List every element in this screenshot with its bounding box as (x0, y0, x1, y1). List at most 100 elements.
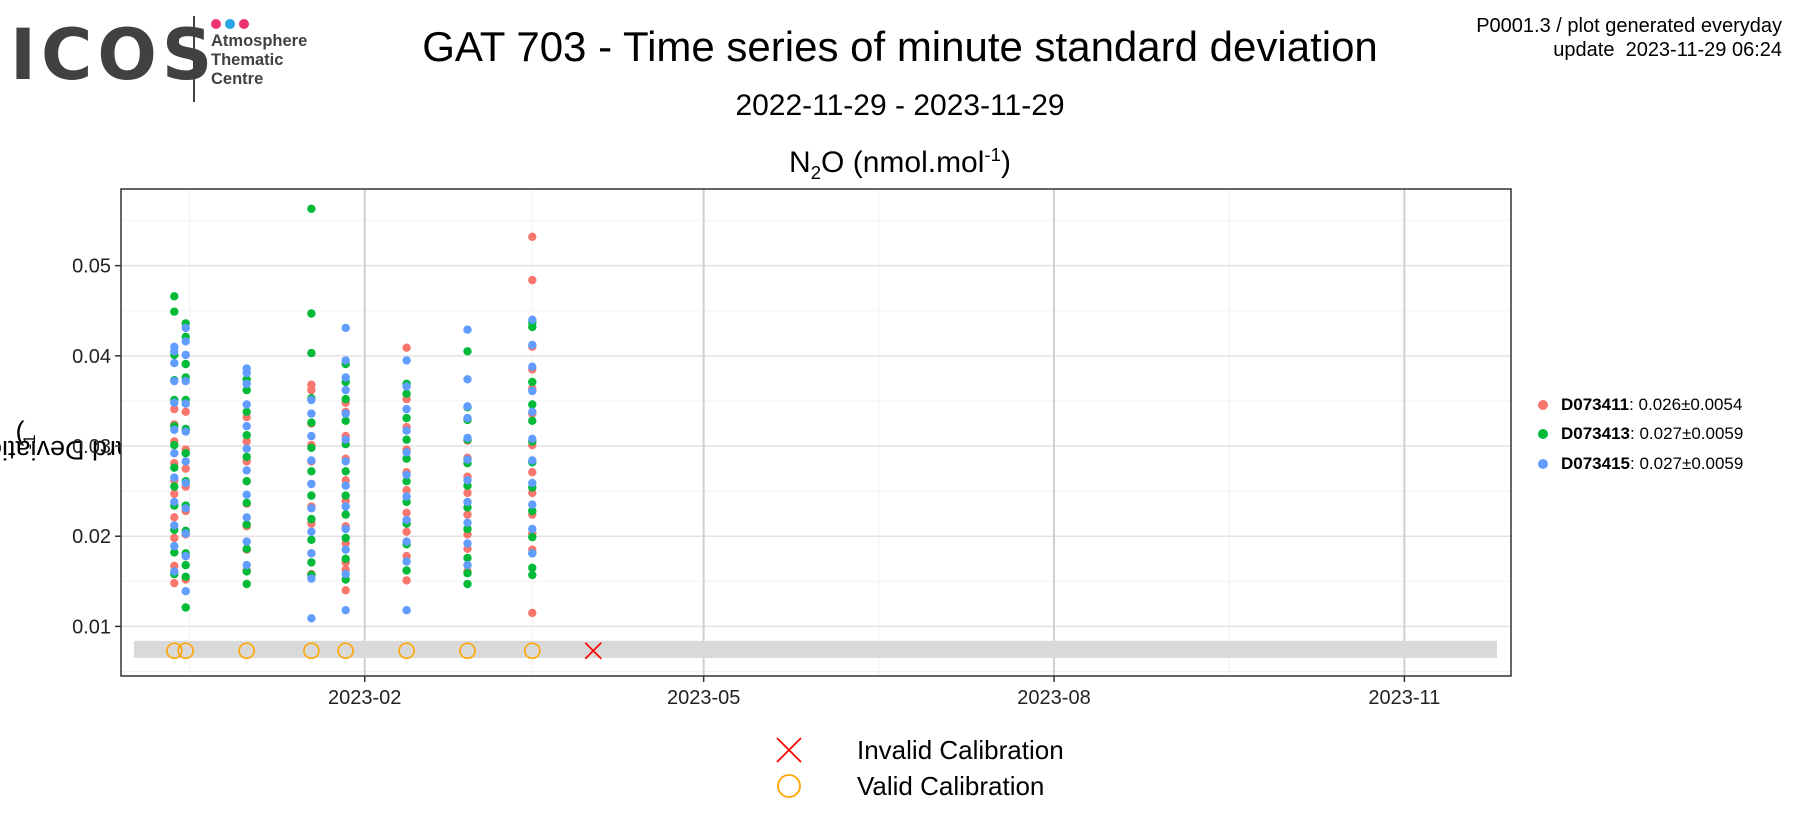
data-point-d073415 (402, 492, 411, 501)
data-point-d073411 (528, 468, 537, 477)
data-point-d073415 (463, 413, 472, 423)
data-point-d073411 (341, 586, 350, 595)
calibration-legend: Invalid Calibration Valid Calibration (775, 732, 1064, 804)
y-tick-label: 0.01 (72, 616, 111, 638)
legend-item-d073415: D073415: 0.027±0.0059 (1538, 449, 1743, 479)
data-point-d073413 (242, 498, 251, 507)
data-point-d073413 (170, 292, 179, 301)
update-timestamp: update 2023-11-29 06:24 (1553, 39, 1782, 61)
data-point-d073413 (181, 572, 190, 581)
logo-line-3: Centre (211, 70, 264, 88)
logo-line-1: Atmosphere (211, 32, 308, 50)
data-point-d073415 (181, 337, 190, 346)
data-point-d073415 (181, 478, 190, 488)
logo-divider (193, 16, 195, 102)
data-point-d073415 (402, 404, 411, 414)
data-point-d073415 (307, 409, 316, 418)
data-point-d073413 (528, 506, 537, 516)
valid-calibration-icon (775, 768, 845, 804)
data-point-d073415 (242, 537, 251, 546)
data-point-d073413 (341, 491, 350, 500)
data-point-d073415 (242, 490, 251, 499)
data-point-d073413 (181, 603, 190, 612)
legend-series-name: D073413 (1561, 424, 1631, 444)
data-point-d073415 (242, 422, 251, 431)
data-point-d073413 (181, 359, 190, 369)
data-point-d073415 (181, 427, 190, 436)
invalid-calibration-icon (775, 732, 845, 768)
icos-logo: ICOS Atmosphere Thematic Centre (10, 14, 340, 104)
data-point-d073413 (528, 400, 537, 409)
data-point-d073415 (528, 315, 537, 324)
data-point-d073415 (402, 606, 411, 615)
data-point-d073411 (402, 576, 411, 585)
legend-series-name: D073415 (1561, 453, 1631, 473)
y-tick-label: 0.04 (72, 346, 111, 368)
data-point-d073415 (528, 478, 537, 488)
plot-info: P0001.3 / plot generated everyday update… (1476, 14, 1782, 62)
x-tick-label: 2023-02 (328, 687, 401, 709)
series-legend: D073411: 0.026±0.0054 D073413: 0.027±0.0… (1538, 390, 1743, 479)
data-point-d073413 (307, 309, 316, 318)
data-point-d073415 (242, 560, 251, 570)
data-point-d073415 (402, 356, 411, 365)
data-point-d073415 (341, 606, 350, 615)
data-point-d073413 (341, 467, 350, 476)
data-point-d073415 (307, 614, 316, 623)
data-point-d073415 (170, 449, 179, 458)
data-point-d073415 (341, 356, 350, 365)
valid-calibration-marker (398, 642, 415, 660)
invalid-calibration-marker (584, 642, 602, 660)
data-point-d073411 (181, 407, 190, 416)
legend-marker-d073411 (1538, 399, 1548, 410)
data-point-d073415 (307, 431, 316, 441)
valid-calibration-marker (523, 642, 541, 660)
data-point-d073415 (181, 457, 190, 466)
legend-marker-d073415 (1538, 458, 1548, 469)
valid-calibration-marker (337, 642, 354, 660)
valid-calibration-marker (238, 642, 255, 660)
data-point-d073413 (170, 463, 179, 472)
data-point-d073415 (242, 444, 251, 453)
data-point-d073411 (170, 489, 179, 498)
data-point-d073413 (528, 563, 537, 572)
data-point-d073415 (463, 375, 472, 384)
data-point-d073415 (307, 456, 316, 465)
data-point-d073411 (463, 510, 472, 519)
data-point-d073415 (528, 340, 537, 350)
data-point-d073415 (170, 473, 179, 482)
logo-subtitle: Atmosphere Thematic Centre (211, 32, 307, 89)
data-point-d073413 (242, 544, 251, 553)
data-point-d073415 (242, 364, 251, 373)
plot-border (120, 188, 1512, 677)
data-point-d073415 (402, 537, 411, 546)
data-point-d073415 (170, 541, 179, 551)
data-point-d073415 (170, 398, 179, 407)
data-point-d073415 (463, 325, 472, 334)
data-point-d073413 (463, 579, 472, 589)
data-point-d073411 (170, 513, 179, 522)
page-title: GAT 703 - Time series of minute standard… (422, 23, 1378, 70)
chart-title: N2O (nmol.mol-1) (0, 137, 1800, 191)
legend-item-valid-calibration: Valid Calibration (775, 768, 1064, 804)
data-point-d073415 (242, 513, 251, 522)
data-point-d073415 (170, 497, 179, 507)
data-point-d073415 (463, 539, 472, 548)
data-point-d073415 (307, 574, 316, 583)
legend-series-stat: : 0.027±0.0059 (1630, 424, 1744, 444)
data-point-d073415 (242, 466, 251, 475)
logo-dot-1 (211, 19, 221, 29)
data-point-d073415 (341, 502, 350, 511)
product-label: P0001.3 / plot generated everyday (1476, 15, 1782, 37)
chart-title-unit: O (nmol.mol (821, 146, 985, 179)
data-point-d073415 (341, 323, 350, 333)
data-point-d073413 (341, 533, 350, 543)
data-point-d073413 (242, 431, 251, 440)
data-point-d073413 (307, 348, 316, 358)
data-point-d073411 (528, 608, 537, 618)
data-point-d073415 (170, 567, 179, 576)
invalid-calibration-label: Invalid Calibration (857, 734, 1064, 765)
data-point-d073415 (528, 407, 537, 416)
data-point-d073415 (307, 527, 316, 536)
data-point-d073415 (170, 521, 179, 530)
